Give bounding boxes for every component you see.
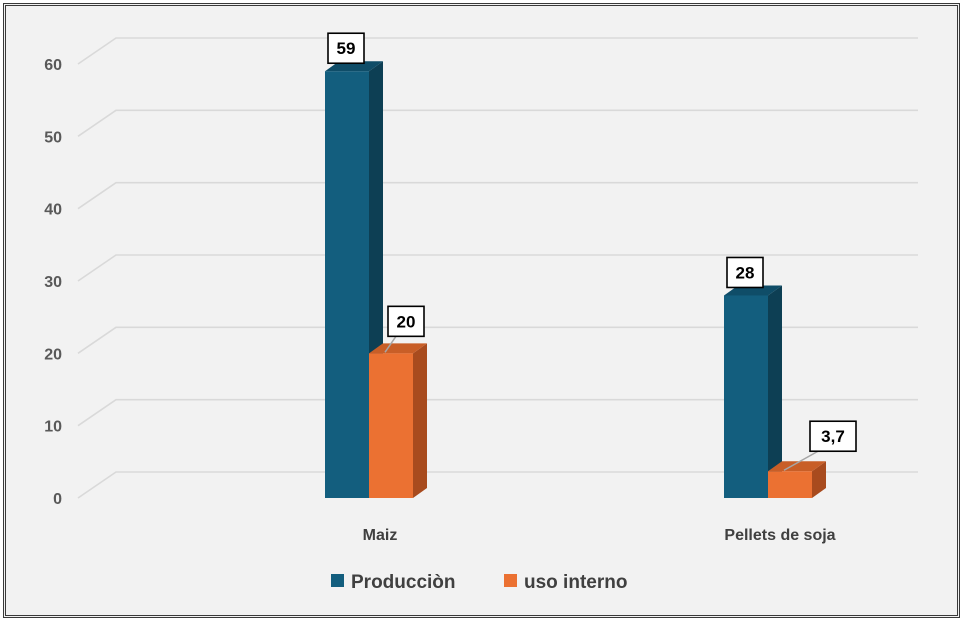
bar-front <box>724 295 768 498</box>
bar-front <box>325 71 369 498</box>
y-tick-label: 10 <box>44 419 62 436</box>
gridlines <box>77 37 918 499</box>
bar-side <box>413 343 427 498</box>
y-tick-label: 0 <box>53 491 62 508</box>
bar-front <box>768 471 812 498</box>
data-labels: 59 20 28 3,7 <box>327 32 857 471</box>
y-tick-label: 60 <box>44 57 62 74</box>
bar-top <box>369 343 427 354</box>
legend-label: uso interno <box>524 572 627 593</box>
legend: Producciòn uso interno <box>331 572 627 593</box>
x-category-label: Maiz <box>363 527 398 544</box>
data-label-box <box>387 305 425 338</box>
gridline-20 <box>77 326 918 354</box>
leader-line <box>384 335 397 353</box>
bar-uso-interno-0 <box>369 343 427 498</box>
y-tick-label: 50 <box>44 129 62 146</box>
y-axis-ticks: 0 10 20 30 40 50 60 <box>44 57 62 508</box>
data-label-text: 3,7 <box>821 427 845 446</box>
data-label-text: 28 <box>736 263 755 282</box>
gridline-10 <box>77 398 918 427</box>
bar-uso-interno-1 <box>768 461 826 498</box>
legend-entry: uso interno <box>504 572 627 593</box>
gridline-0 <box>77 471 918 499</box>
leader-line <box>783 450 819 471</box>
bar-side <box>812 461 826 498</box>
bar-produccion-1 <box>724 285 782 498</box>
bar-front <box>369 353 413 498</box>
y-tick-label: 20 <box>44 346 62 363</box>
gridline-60 <box>77 37 918 65</box>
x-category-label: Pellets de soja <box>724 527 835 544</box>
bars <box>325 61 826 498</box>
data-label-text: 59 <box>337 39 356 58</box>
data-label: 59 <box>327 32 365 65</box>
data-label: 28 <box>726 256 764 289</box>
data-label-box <box>726 256 764 289</box>
bar-top <box>768 461 826 472</box>
x-axis-categories: Maiz Pellets de soja <box>363 527 836 544</box>
data-label: 20 <box>384 305 425 353</box>
data-label-text: 20 <box>397 312 416 331</box>
data-label-box <box>327 32 365 65</box>
legend-label: Producciòn <box>351 572 456 593</box>
gridline-40 <box>77 181 918 210</box>
bar-side <box>768 285 782 498</box>
y-tick-label: 40 <box>44 202 62 219</box>
chart-frame <box>3 3 960 618</box>
legend-swatch <box>504 574 517 587</box>
data-label: 3,7 <box>783 420 857 471</box>
data-label-box <box>809 420 857 453</box>
y-tick-label: 30 <box>44 274 62 291</box>
legend-swatch <box>331 574 344 587</box>
gridline-50 <box>77 109 918 137</box>
gridline-30 <box>77 254 918 282</box>
legend-entry: Producciòn <box>331 572 456 593</box>
